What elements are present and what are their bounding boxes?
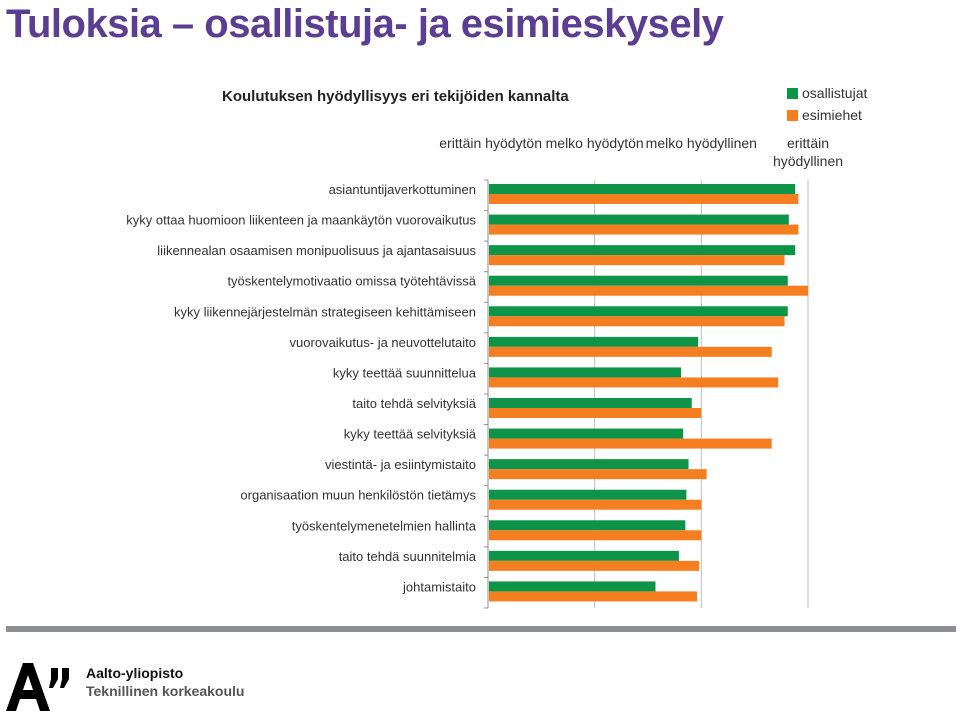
bar-esimiehet — [489, 438, 772, 449]
scale-label-melko-hyodyllinen: melko hyödyllinen — [645, 135, 757, 151]
category-label: taito tehdä suunnitelmia — [339, 549, 477, 564]
logo-university-name: Aalto-yliopisto — [86, 665, 184, 681]
category-label: taito tehdä selvityksiä — [352, 396, 476, 411]
bar-esimiehet — [489, 499, 702, 510]
bar-osallistujat — [489, 184, 796, 194]
category-label: työskentelymenetelmien hallinta — [292, 518, 477, 533]
bar-esimiehet — [489, 530, 702, 541]
legend-swatch-esimiehet — [787, 109, 798, 121]
bar-esimiehet — [489, 285, 808, 296]
bar-osallistujat — [489, 489, 687, 500]
bar-osallistujat — [489, 581, 656, 592]
bar-esimiehet — [489, 346, 772, 357]
bar-esimiehet — [489, 316, 785, 327]
bar-osallistujat — [489, 550, 679, 561]
bar-osallistujat — [489, 336, 699, 347]
category-label: työskentelymotivaatio omissa työtehtävis… — [227, 274, 476, 289]
bar-osallistujat — [489, 398, 692, 408]
bar-osallistujat — [489, 214, 789, 225]
category-label: liikennealan osaamisen monipuolisuus ja … — [157, 243, 476, 258]
bar-osallistujat — [489, 306, 788, 317]
bar-osallistujat — [489, 459, 689, 470]
chart-legend: osallistujat esimiehet — [787, 82, 867, 126]
bar-esimiehet — [489, 469, 707, 480]
bar-chart: asiantuntijaverkottuminen kyky ottaa huom… — [126, 179, 809, 609]
logo-school-name: Teknillinen korkeakoulu — [86, 683, 245, 699]
bar-esimiehet — [489, 224, 799, 235]
aalto-logo-icon — [6, 663, 72, 716]
category-label: kyky ottaa huomioon liikenteen ja maankä… — [126, 213, 476, 228]
chart-title: Koulutuksen hyödyllisyys eri tekijöiden … — [222, 88, 569, 105]
bar-osallistujat — [489, 367, 682, 378]
legend-entry-esimiehet: esimiehet — [787, 104, 867, 126]
legend-entry-osallistujat: osallistujat — [787, 82, 867, 104]
slide-title: Tuloksia – osallistuja- ja esimieskysely — [6, 2, 724, 46]
category-label: johtamistaito — [402, 579, 476, 594]
bar-osallistujat — [489, 520, 686, 531]
category-label: kyky teettää selvityksiä — [344, 427, 477, 442]
scale-label-erittain-hyodyton: erittäin hyödytön — [439, 135, 542, 151]
category-label: viestintä- ja esiintymistaito — [325, 457, 476, 472]
bar-osallistujat — [489, 245, 796, 256]
category-label: kyky teettää suunnittelua — [333, 365, 477, 380]
bar-esimiehet — [489, 377, 779, 388]
legend-swatch-osallistujat — [787, 87, 798, 99]
scale-label-erittain-hyodyllinen: erittäin hyödyllinen — [772, 135, 844, 169]
category-label: asiantuntijaverkottuminen — [329, 182, 476, 197]
bar-esimiehet — [489, 194, 799, 204]
bar-esimiehet — [489, 591, 698, 602]
legend-label-osallistujat: osallistujat — [802, 85, 868, 101]
category-label: kyky liikennejärjestelmän strategiseen k… — [174, 304, 476, 319]
bar-osallistujat — [489, 275, 788, 286]
category-label: organisaation muun henkilöstön tietämys — [240, 488, 476, 503]
logo-text: Aalto-yliopisto Teknillinen korkeakoulu — [86, 664, 244, 700]
category-label: vuorovaikutus- ja neuvottelutaito — [290, 335, 476, 350]
bar-esimiehet — [489, 560, 700, 571]
bar-esimiehet — [489, 255, 785, 266]
legend-label-esimiehet: esimiehet — [802, 107, 862, 123]
footer-divider — [6, 626, 956, 632]
bar-esimiehet — [489, 408, 702, 418]
scale-label-melko-hyodyton: melko hyödytön — [545, 135, 644, 151]
bar-osallistujat — [489, 428, 684, 439]
